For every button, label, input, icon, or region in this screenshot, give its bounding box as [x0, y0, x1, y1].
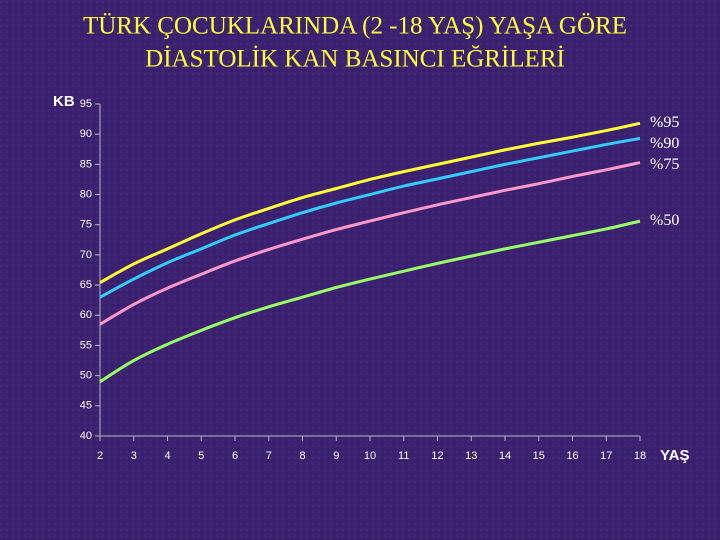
x-tick-label: 3 [131, 450, 137, 462]
x-tick-label: 17 [600, 450, 612, 462]
x-tick-label: 14 [499, 450, 511, 462]
y-tick-label: 80 [80, 188, 92, 200]
y-tick-label: 55 [80, 339, 92, 351]
x-tick-label: 5 [198, 450, 204, 462]
y-tick-label: 95 [80, 98, 92, 110]
x-tick-label: 11 [398, 450, 409, 462]
x-tick-label: 9 [333, 450, 339, 462]
series-line [99, 121, 641, 284]
x-tick-label: 8 [299, 450, 305, 462]
y-tick-label: 65 [80, 279, 92, 291]
y-tick-label: 45 [80, 400, 92, 412]
y-axis-label: KB [53, 93, 75, 110]
title-line: TÜRK ÇOCUKLARINDA (2 -18 YAŞ) YAŞA GÖRE [83, 13, 627, 40]
series-label: %75 [650, 156, 679, 173]
y-tick-label: 70 [80, 249, 92, 261]
x-tick-label: 7 [266, 450, 272, 462]
y-tick-label: 40 [80, 430, 92, 442]
title-line: DİASTOLİK KAN BASINCI EĞRİLERİ [145, 45, 565, 73]
y-tick-label: 50 [80, 370, 92, 382]
x-tick-label: 16 [566, 450, 578, 462]
x-tick-label: 4 [164, 450, 170, 462]
series-line [99, 161, 641, 326]
y-tick-label: 60 [80, 309, 92, 321]
x-tick-label: 13 [465, 450, 477, 462]
series-line [99, 219, 641, 383]
series-label: %50 [650, 212, 679, 229]
y-tick-label: 85 [80, 158, 92, 170]
series-label: %90 [650, 135, 679, 152]
y-tick-label: 75 [80, 219, 92, 231]
series-label: %95 [650, 114, 679, 131]
x-axis-label: YAŞ [660, 447, 689, 464]
y-tick-label: 90 [80, 128, 92, 140]
x-tick-label: 18 [634, 450, 646, 462]
series-line [99, 136, 641, 299]
x-tick-label: 2 [97, 450, 103, 462]
x-tick-label: 12 [431, 450, 443, 462]
x-tick-label: 15 [533, 450, 545, 462]
x-tick-label: 6 [232, 450, 238, 462]
x-tick-label: 10 [364, 450, 376, 462]
